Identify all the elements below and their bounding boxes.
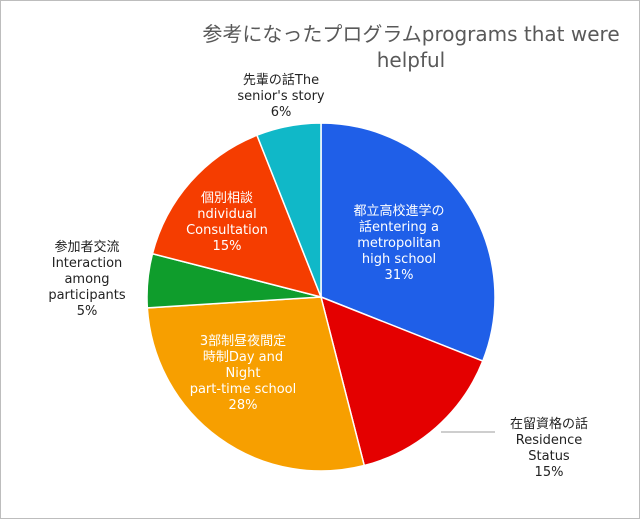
slice-label-line-3-3: participants	[48, 288, 126, 303]
slice-label-line-0-3: high school	[362, 252, 436, 267]
slice-label-line-3-2: among	[64, 272, 109, 287]
slice-percent-3: 5%	[77, 304, 98, 319]
slice-label-line-1-0: 在留資格の話	[510, 416, 588, 432]
slice-label-line-1-1: Residence	[516, 433, 582, 448]
leader-lines	[441, 431, 495, 433]
slice-label-line-4-1: ndividual	[197, 207, 256, 222]
slice-percent-0: 31%	[385, 268, 414, 283]
slice-percent-2: 28%	[229, 398, 258, 413]
slice-label-line-0-0: 都立高校進学の	[353, 203, 444, 219]
slice-label-line-2-0: 3部制昼夜間定	[200, 334, 286, 349]
slice-label-line-2-1: 時制Day and	[203, 350, 283, 365]
pie-slice-0	[320, 122, 496, 363]
slice-percent-4: 15%	[213, 239, 242, 254]
pie-slice-2	[146, 296, 366, 472]
slice-percent-1: 15%	[535, 465, 564, 480]
slice-label-line-1-2: Status	[528, 449, 570, 464]
pie-slice-1	[319, 295, 484, 467]
slice-label-line-0-1: 話entering a	[359, 219, 439, 235]
slice-label-line-2-2: Night	[226, 366, 261, 381]
slice-percent-5: 6%	[271, 105, 292, 120]
pie-slice-4	[151, 134, 323, 299]
pie-slice-5	[255, 122, 322, 298]
slice-label-line-4-2: Consultation	[186, 223, 268, 238]
chart-title-line-0: 参考になったプログラムprograms that were	[202, 22, 619, 46]
chart-title-line-1: helpful	[377, 48, 446, 72]
slice-label-line-5-0: 先輩の話The	[243, 72, 319, 88]
pie-slices	[146, 122, 496, 472]
slice-label-line-3-0: 参加者交流	[54, 239, 119, 255]
slice-label-line-2-3: part-time school	[190, 382, 297, 397]
slice-label-line-0-2: metropolitan	[357, 236, 441, 251]
slice-label-line-4-0: 個別相談	[201, 190, 253, 206]
slice-label-line-5-1: senior's story	[237, 89, 325, 104]
slice-label-line-3-1: Interaction	[52, 256, 123, 271]
